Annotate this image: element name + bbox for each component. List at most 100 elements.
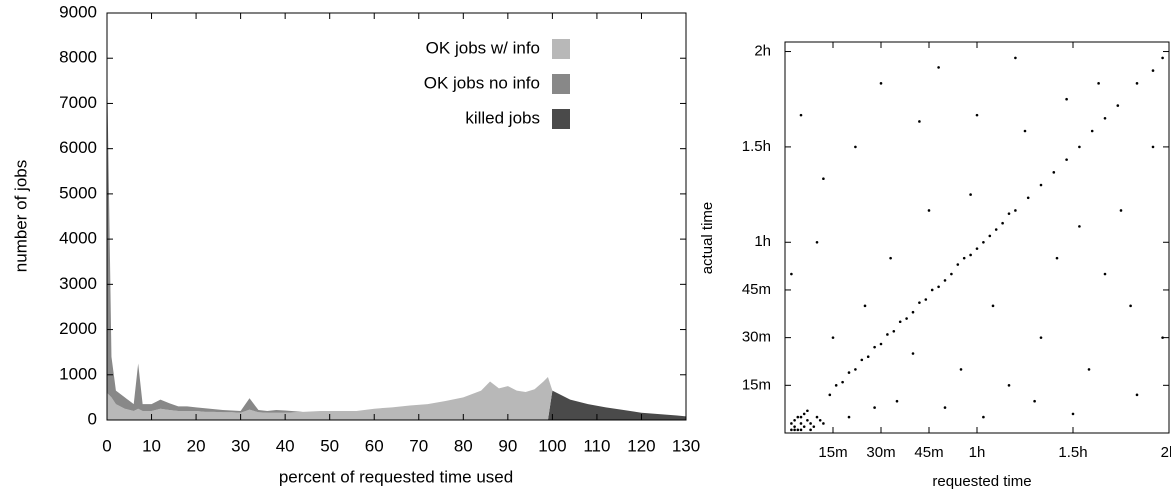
x-tick-label: 10	[142, 436, 161, 455]
point	[1052, 171, 1056, 174]
point	[969, 253, 972, 257]
y-tick-label: 15m	[742, 376, 771, 393]
point	[1097, 82, 1100, 85]
x-tick-label: 40	[276, 436, 295, 455]
point	[886, 333, 889, 336]
point	[1116, 104, 1120, 107]
x-tick-label: 20	[187, 436, 206, 455]
x-tick-label: 1h	[969, 444, 986, 461]
point	[943, 279, 947, 282]
x-tick-label: 1.5h	[1058, 444, 1087, 461]
point	[1014, 56, 1017, 60]
point	[991, 304, 995, 308]
point	[1119, 209, 1123, 212]
point	[815, 240, 819, 244]
point	[969, 193, 972, 196]
legend-swatch	[552, 74, 570, 94]
point	[863, 304, 867, 308]
point	[975, 113, 979, 117]
point	[1135, 393, 1139, 397]
x-tick-label: 80	[454, 436, 473, 455]
point	[1007, 384, 1011, 387]
plot-area	[790, 56, 1164, 432]
point	[1033, 399, 1036, 403]
x-tick-label: 0	[102, 436, 111, 455]
y-tick-label: 2000	[59, 319, 97, 338]
legend-swatch	[552, 109, 570, 129]
point	[975, 247, 979, 250]
point	[982, 240, 985, 244]
y-tick-label: 1.5h	[742, 138, 771, 155]
legend-label: OK jobs no info	[424, 73, 540, 92]
point	[982, 415, 985, 419]
y-tick-label: 8000	[59, 48, 97, 67]
point	[1161, 56, 1164, 60]
x-tick-label: 70	[409, 436, 428, 455]
point	[812, 425, 816, 428]
point	[828, 393, 832, 397]
y-tick-label: 6000	[59, 138, 97, 157]
y-tick-label: 30m	[742, 329, 771, 346]
point	[806, 409, 809, 413]
point	[943, 406, 947, 409]
point	[924, 298, 928, 301]
point	[1078, 145, 1081, 149]
point	[905, 317, 908, 320]
y-tick-label: 45m	[742, 281, 771, 298]
point	[815, 415, 819, 419]
point	[898, 320, 902, 324]
point	[1129, 304, 1132, 308]
point	[1151, 145, 1155, 149]
point	[937, 285, 940, 289]
point	[847, 371, 851, 374]
plot-frame	[784, 41, 1170, 434]
point	[962, 256, 966, 260]
point	[809, 428, 812, 432]
point	[927, 209, 931, 212]
y-tick-label: 0	[88, 409, 97, 428]
point	[873, 345, 876, 349]
point	[847, 415, 851, 419]
y-tick-label: 9000	[59, 2, 97, 21]
point	[1087, 368, 1091, 371]
point	[918, 120, 921, 123]
point	[889, 256, 892, 260]
point	[831, 336, 835, 339]
point	[1055, 256, 1059, 260]
point	[822, 422, 825, 425]
point	[911, 310, 915, 314]
point	[1026, 196, 1030, 200]
x-tick-label: 45m	[914, 444, 943, 461]
point	[959, 368, 963, 371]
y-tick-label: 1000	[59, 364, 97, 383]
y-tick-label: 7000	[59, 93, 97, 112]
point	[796, 415, 800, 419]
x-tick-label: 130	[672, 436, 700, 455]
point	[892, 329, 896, 333]
x-tick-label: 15m	[818, 444, 847, 461]
point	[911, 352, 915, 355]
point	[854, 368, 857, 371]
point	[799, 113, 803, 117]
point	[1001, 221, 1004, 225]
point	[1135, 82, 1139, 85]
point	[802, 425, 806, 428]
point	[879, 342, 883, 346]
y-tick-label: 4000	[59, 229, 97, 248]
legend-swatch	[552, 39, 570, 59]
x-tick-label: 90	[498, 436, 517, 455]
point	[796, 428, 800, 432]
x-tick-label: 30m	[866, 444, 895, 461]
point	[822, 177, 825, 180]
point	[930, 288, 934, 292]
point	[918, 301, 921, 304]
y-axis-label: number of jobs	[11, 160, 30, 272]
point	[1078, 225, 1081, 228]
plot-area	[107, 62, 686, 420]
x-tick-label: 50	[320, 436, 339, 455]
point	[937, 66, 940, 69]
y-tick-label: 2h	[754, 43, 771, 60]
point	[994, 228, 998, 231]
point	[834, 384, 838, 387]
